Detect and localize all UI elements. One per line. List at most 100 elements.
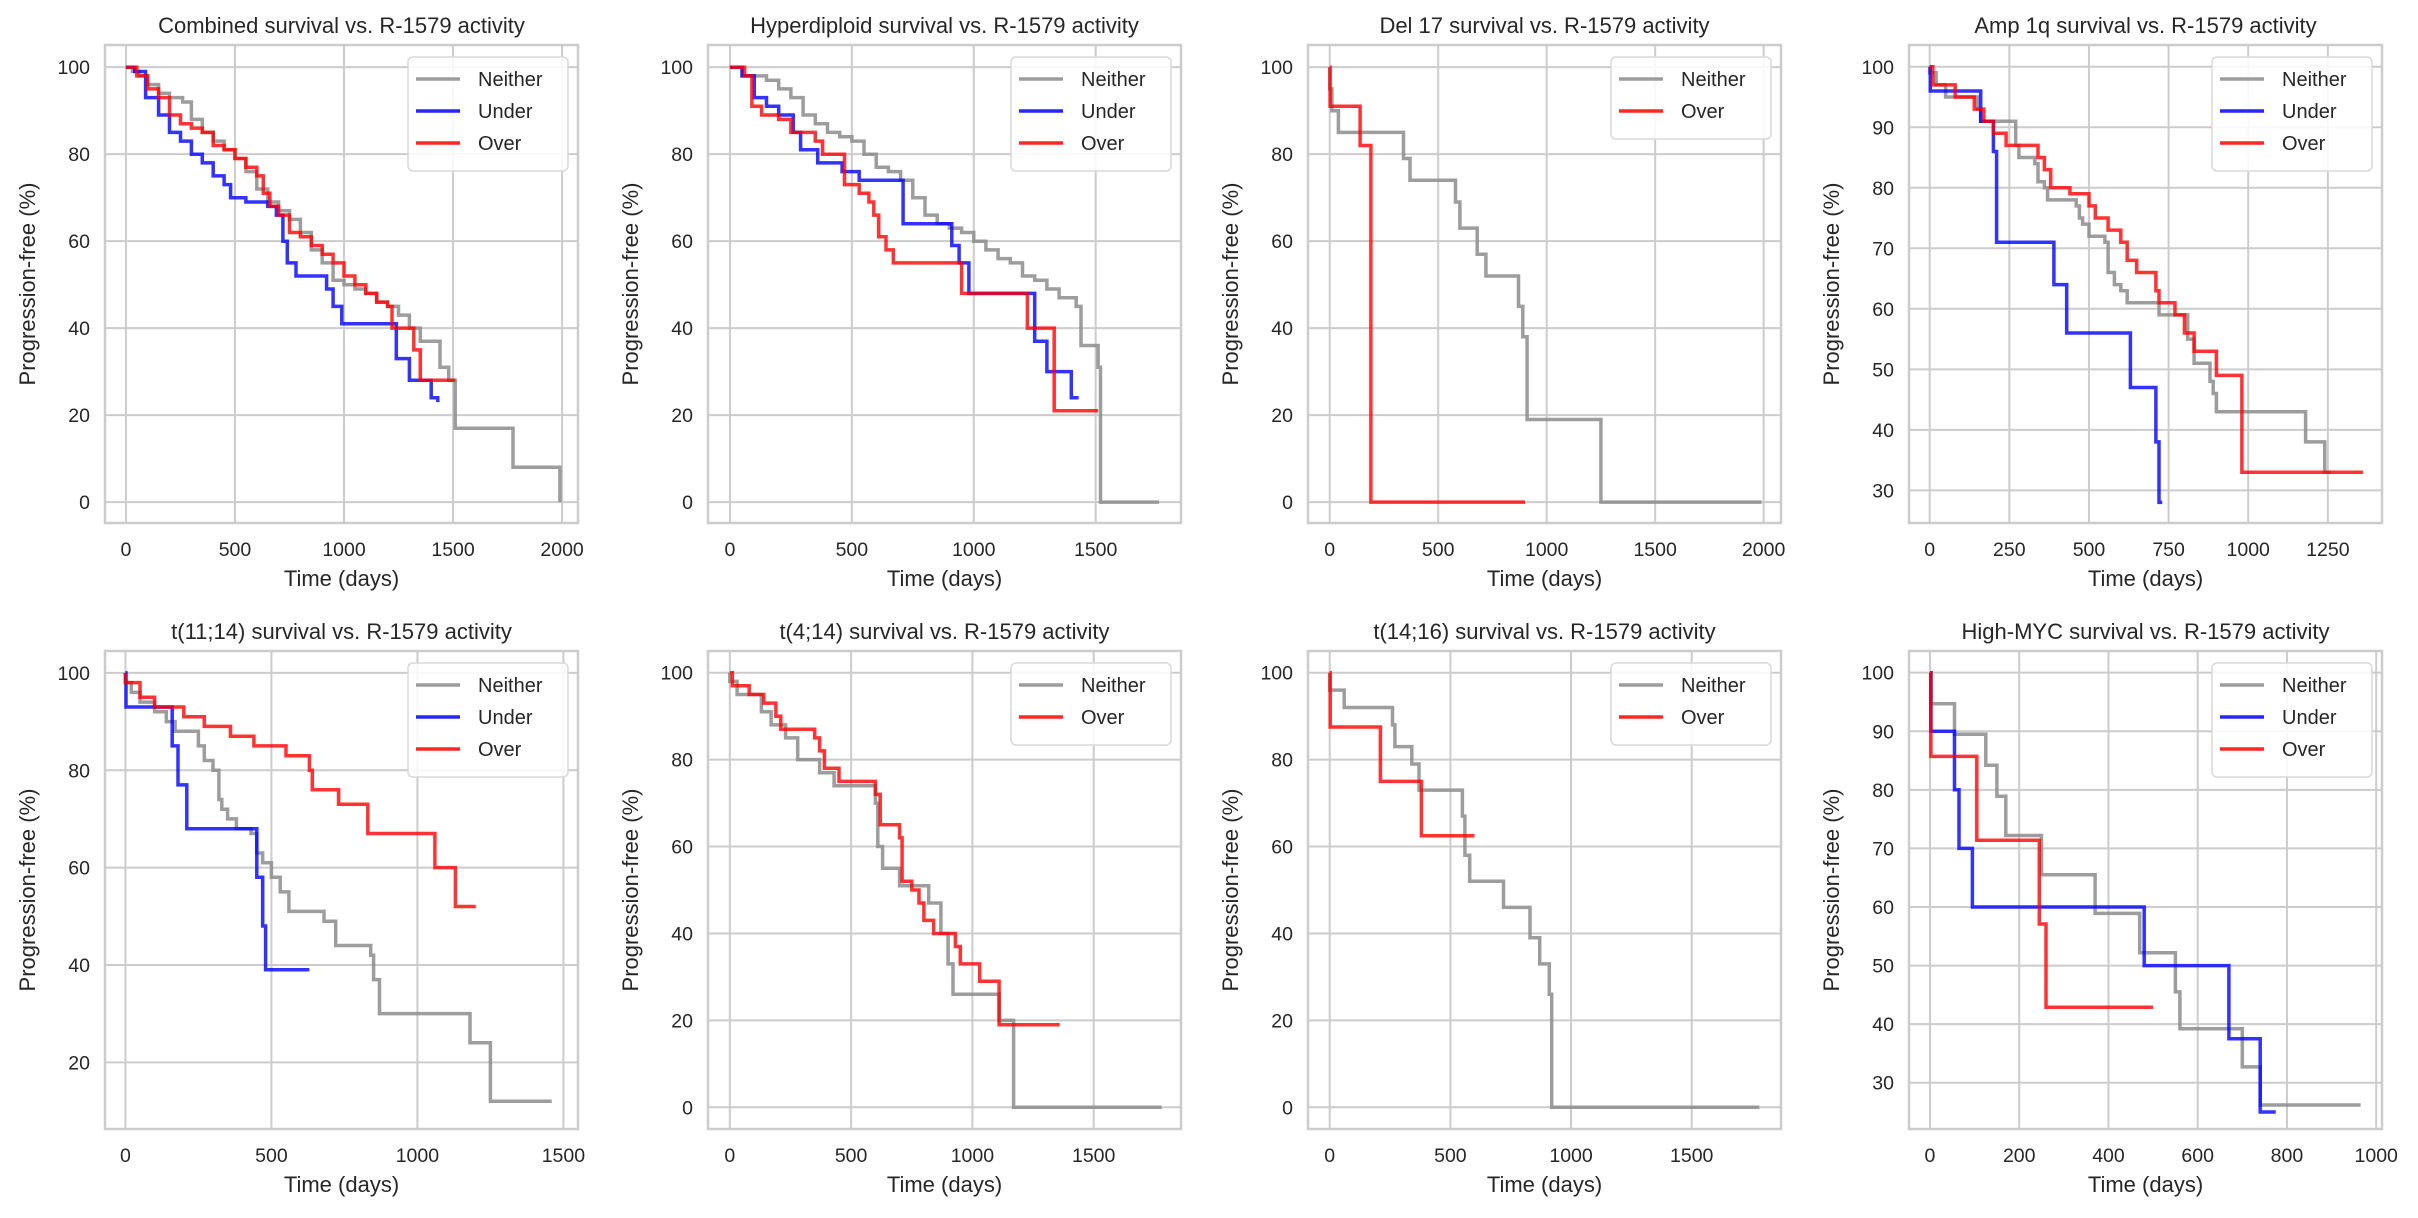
legend-label-under: Under — [1081, 101, 1136, 123]
y-axis-label: Progression-free (%) — [618, 183, 643, 386]
x-axis-label: Time (days) — [1487, 1172, 1602, 1197]
legend-label-neither: Neither — [2282, 675, 2347, 697]
panel-title: Amp 1q survival vs. R-1579 activity — [1974, 13, 2316, 38]
y-tick-label: 40 — [1872, 1014, 1894, 1036]
x-tick-label: 0 — [1925, 1145, 1936, 1167]
y-tick-label: 100 — [1260, 57, 1293, 79]
x-tick-label: 1000 — [1549, 1145, 1593, 1167]
y-tick-label: 0 — [682, 492, 693, 514]
legend-label-neither: Neither — [1681, 69, 1746, 91]
x-tick-label: 1500 — [431, 539, 475, 561]
y-tick-label: 80 — [1872, 178, 1894, 200]
y-tick-label: 80 — [68, 144, 90, 166]
x-tick-label: 1500 — [1633, 539, 1677, 561]
y-tick-label: 50 — [1872, 956, 1894, 978]
legend-label-over: Over — [1681, 101, 1725, 123]
series-under — [1929, 670, 2276, 1114]
legend: Neither Under Over — [2211, 662, 2373, 778]
series-neither — [1929, 670, 2361, 1107]
x-tick-label: 750 — [2152, 539, 2185, 561]
panel-t-11-14: 0 500 1000 1500 20 40 60 80 100 Neither Under Over t… — [15, 619, 585, 1197]
x-tick-label: 500 — [219, 539, 252, 561]
y-axis-label: Progression-free (%) — [1218, 183, 1243, 386]
y-tick-label: 100 — [57, 57, 90, 79]
axes-frame — [103, 43, 580, 525]
y-tick-label: 70 — [1872, 238, 1894, 260]
series-over — [125, 65, 456, 383]
y-tick-label: 60 — [68, 231, 90, 253]
panel-del-17: 0 500 1000 1500 2000 0 20 40 60 80 100 Neither Over D… — [1218, 13, 1785, 591]
axes-frame — [1306, 649, 1783, 1131]
y-tick-label: 80 — [68, 760, 90, 782]
legend-label-under: Under — [478, 101, 533, 123]
x-tick-label: 0 — [1324, 1145, 1335, 1167]
axes-frame — [706, 43, 1183, 525]
legend-label-under: Under — [2282, 707, 2337, 729]
y-tick-label: 0 — [1282, 492, 1293, 514]
legend-label-over: Over — [478, 739, 522, 761]
panel-combined: 0 500 1000 1500 2000 0 20 40 60 80 100 Neither Under… — [15, 13, 584, 591]
y-tick-label: 40 — [1872, 420, 1894, 442]
panel-t-4-14: 0 500 1000 1500 0 20 40 60 80 100 Neither Over t(4;1… — [618, 619, 1183, 1197]
axes-frame — [1907, 43, 2384, 525]
series-over — [123, 672, 476, 909]
y-tick-label: 20 — [671, 405, 693, 427]
series-under — [1928, 65, 2163, 505]
series-neither — [1927, 66, 2331, 474]
x-tick-label: 2000 — [540, 539, 584, 561]
x-tick-label: 1500 — [1074, 539, 1118, 561]
axes-frame — [1907, 649, 2384, 1131]
legend-label-neither: Neither — [478, 69, 543, 91]
legend: Neither Under Over — [2211, 56, 2373, 172]
x-tick-label: 500 — [1422, 539, 1455, 561]
x-tick-label: 0 — [121, 539, 132, 561]
y-tick-label: 40 — [68, 955, 90, 977]
x-tick-label: 500 — [255, 1145, 288, 1167]
legend-label-neither: Neither — [1081, 69, 1146, 91]
legend-label-under: Under — [478, 707, 533, 729]
y-tick-label: 0 — [1282, 1097, 1293, 1119]
panel-title: t(4;14) survival vs. R-1579 activity — [779, 619, 1109, 644]
y-tick-label: 20 — [671, 1010, 693, 1032]
y-tick-label: 20 — [68, 1052, 90, 1074]
y-tick-label: 50 — [1872, 359, 1894, 381]
series-neither — [729, 65, 1160, 504]
legend-label-neither: Neither — [478, 675, 543, 697]
x-axis-label: Time (days) — [887, 566, 1002, 591]
legend: Neither Under Over — [407, 662, 569, 778]
legend-label-over: Over — [1681, 707, 1725, 729]
series-over — [729, 65, 1099, 413]
panel-amp-1q: 0 250 500 750 1000 1250 30 40 50 60 70 80 90 100 Neith… — [1819, 13, 2384, 591]
y-tick-label: 90 — [1872, 117, 1894, 139]
legend-label-neither: Neither — [1681, 675, 1746, 697]
y-tick-label: 0 — [682, 1097, 693, 1119]
series-over — [1929, 65, 2363, 474]
legend: Neither Under Over — [1010, 56, 1172, 172]
x-tick-label: 0 — [724, 1145, 735, 1167]
y-tick-label: 40 — [671, 923, 693, 945]
legend: Neither Over — [1010, 662, 1172, 746]
y-tick-label: 60 — [1872, 299, 1894, 321]
x-tick-label: 500 — [1434, 1145, 1467, 1167]
x-axis-label: Time (days) — [887, 1172, 1002, 1197]
y-tick-label: 20 — [68, 405, 90, 427]
x-tick-label: 1500 — [1670, 1145, 1714, 1167]
y-tick-label: 0 — [79, 492, 90, 514]
x-tick-label: 1000 — [2227, 539, 2271, 561]
x-tick-label: 1000 — [322, 539, 366, 561]
x-tick-label: 500 — [836, 539, 869, 561]
legend-label-over: Over — [478, 133, 522, 155]
legend-label-under: Under — [2282, 101, 2337, 123]
legend-label-over: Over — [2282, 739, 2326, 761]
y-tick-label: 60 — [68, 858, 90, 880]
legend: Neither Over — [1610, 662, 1772, 746]
panel-high-myc: 0 200 400 600 800 1000 30 40 50 60 70 80 90 100 Neithe… — [1819, 619, 2398, 1197]
x-tick-label: 1000 — [1525, 539, 1569, 561]
panel-title: t(11;14) survival vs. R-1579 activity — [171, 619, 512, 644]
series-neither — [728, 672, 1162, 1110]
x-tick-label: 400 — [2092, 1145, 2125, 1167]
x-axis-label: Time (days) — [284, 1172, 399, 1197]
x-tick-label: 0 — [120, 1145, 131, 1167]
y-tick-label: 40 — [68, 318, 90, 340]
